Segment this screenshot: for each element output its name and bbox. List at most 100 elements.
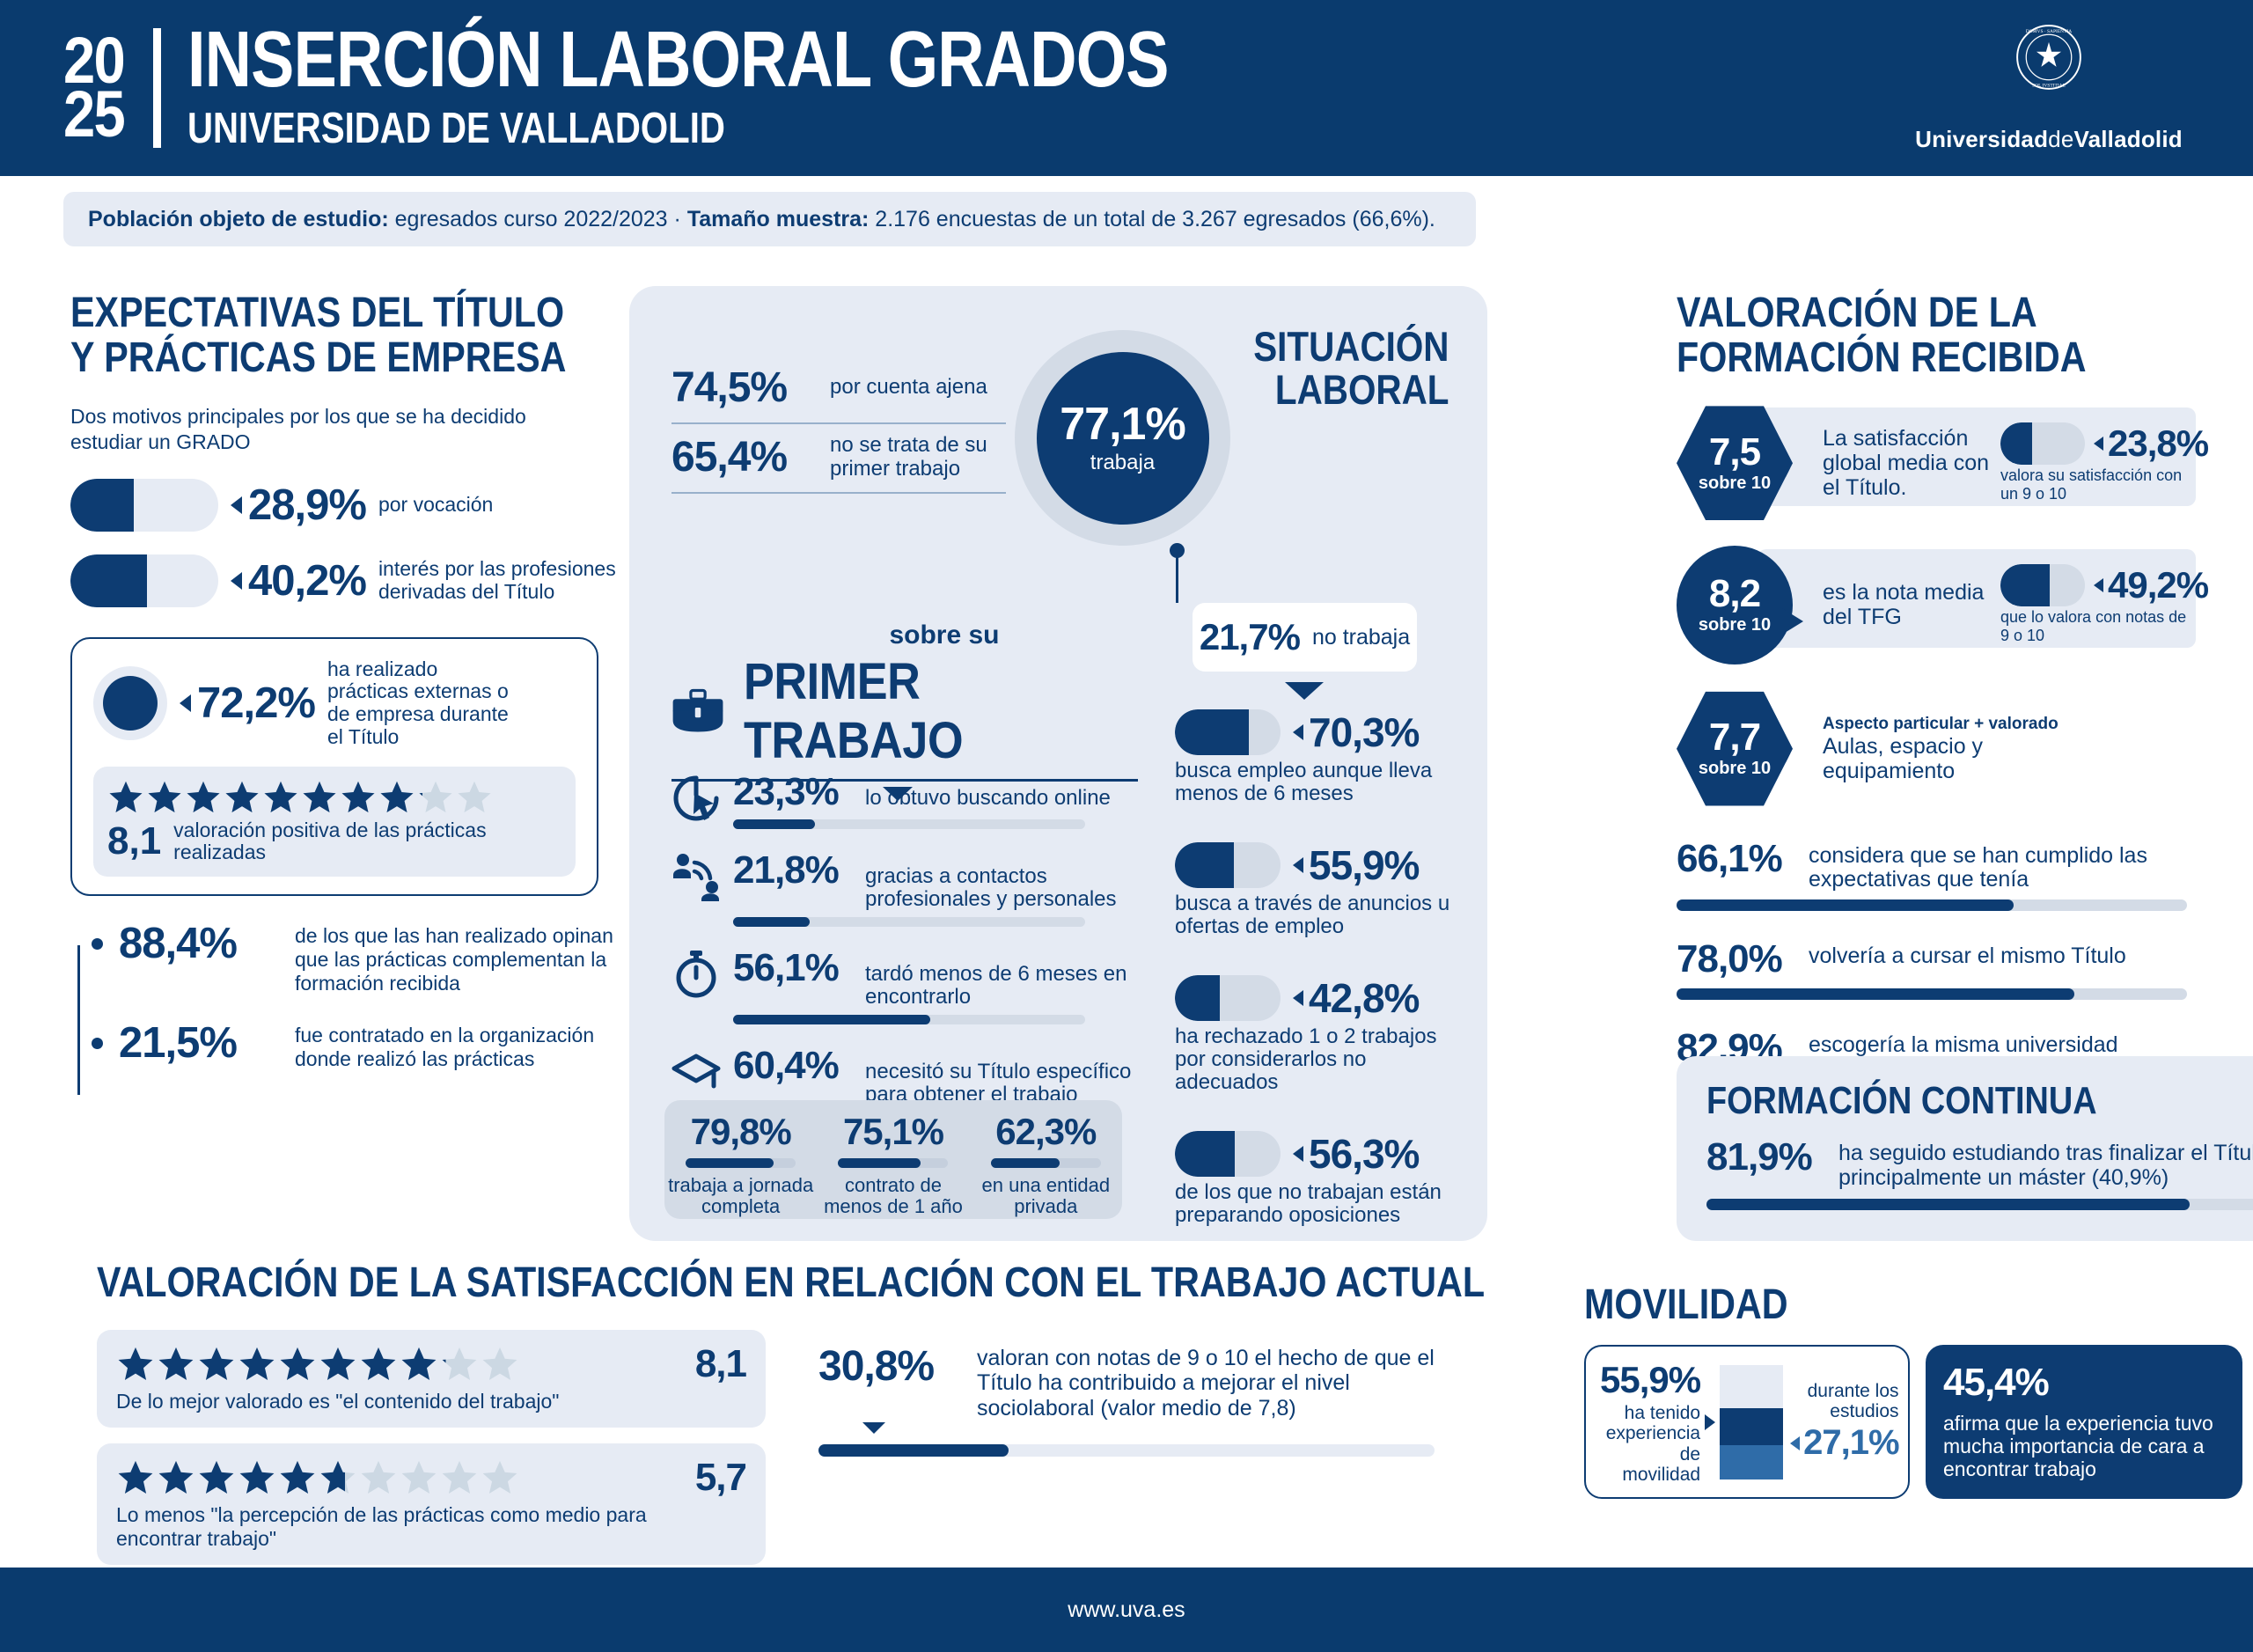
- trabaja-caption: trabaja: [1090, 450, 1156, 474]
- star-icon: [482, 1347, 517, 1380]
- top-stat-1: 74,5% por cuenta ajena: [671, 355, 1006, 424]
- expectativas-heading-line1: EXPECTATIVAS DEL TÍTULO: [70, 290, 565, 336]
- pt-2-bar: [733, 916, 1085, 927]
- header-divider: [153, 28, 162, 148]
- bar-row-2: 78,0% volvería a cursar el mismo Título: [1677, 937, 2196, 1000]
- star-icon: [280, 1347, 315, 1380]
- star-icon: [239, 1347, 275, 1380]
- motive-1-pill: [70, 478, 218, 532]
- caret-left-icon: [2094, 437, 2103, 452]
- star-icon: [158, 1460, 194, 1494]
- caret-right-icon: [1705, 1413, 1716, 1430]
- score-3-over: sobre 10: [1698, 759, 1772, 779]
- valoracion-heading-line1: VALORACIÓN DE LA: [1677, 290, 2037, 336]
- section-expectativas: EXPECTATIVAS DEL TÍTULO Y PRÁCTICAS DE E…: [70, 290, 634, 1096]
- formacion-continua-title: FORMACIÓN CONTINUA: [1706, 1079, 2097, 1122]
- primer-trabajo-triple-stats: 79,8% trabaja a jornada completa 75,1% c…: [664, 1100, 1122, 1219]
- score-1-over: sobre 10: [1698, 473, 1772, 493]
- movilidad-stacked-bar: [1720, 1364, 1784, 1479]
- page-subtitle: UNIVERSIDAD DE VALLADOLID: [187, 104, 726, 152]
- sample-value-1: egresados curso 2022/2023: [394, 206, 668, 231]
- pt-1-bar: [733, 819, 1085, 829]
- satisfaccion-1-score: 8,1: [694, 1342, 747, 1385]
- practicas-pct: 72,2%: [197, 679, 316, 728]
- footer-url[interactable]: www.uva.es: [1068, 1597, 1185, 1622]
- movilidad-right-label: durante los estudios: [1807, 1380, 1899, 1421]
- pt-2-pct: 21,8%: [733, 848, 840, 892]
- top-stat-1-label: por cuenta ajena: [830, 375, 987, 400]
- star-icon: [419, 781, 452, 812]
- practicas-stars: [107, 779, 561, 816]
- triple-2-bar: [838, 1158, 949, 1168]
- star-icon: [199, 1460, 234, 1494]
- rl-1-pill: [1175, 709, 1281, 755]
- rl-4-pct: 56,3%: [1309, 1130, 1420, 1177]
- star-icon: [401, 1347, 437, 1380]
- bar-3-label: escogería la misma universidad: [1809, 1032, 2118, 1057]
- uva-wordmark: UniversidaddeValladolid: [1908, 126, 2190, 153]
- arrow-down-icon: [883, 787, 913, 801]
- svg-text:SOL IVSTITIAE: SOL IVSTITIAE: [2032, 84, 2066, 89]
- practicas-rating-score: 8,1: [107, 819, 162, 863]
- caret-left-icon: [2094, 578, 2103, 593]
- caret-left-icon: [1293, 1145, 1303, 1162]
- highlight-bar: [818, 1443, 1435, 1457]
- triple-1-pct: 79,8%: [690, 1111, 792, 1152]
- rl-4-pill: [1175, 1130, 1281, 1177]
- score-2-pct: 49,2%: [2108, 564, 2209, 606]
- primer-trabajo-kicker: sobre su: [889, 620, 1000, 650]
- formacion-continua-pct: 81,9%: [1706, 1135, 1813, 1178]
- no-trabaja-card: 21,7% no trabaja: [1193, 603, 1417, 672]
- connector-line: [1176, 550, 1178, 603]
- triple-2-label: contrato de menos de 1 año: [824, 1174, 963, 1218]
- formacion-continua-label: ha seguido estudiando tras finalizar el …: [1838, 1141, 2253, 1190]
- triple-1-label: trabaja a jornada completa: [668, 1174, 814, 1218]
- primer-trabajo-header: sobre su PRIMER TRABAJO: [671, 620, 1138, 801]
- section-movilidad: MOVILIDAD 55,9% ha tenido experiencia de…: [1584, 1281, 2253, 1499]
- wordmark-valladolid: Valladolid: [2073, 126, 2183, 152]
- caret-left-icon: [1293, 856, 1303, 873]
- satisfaccion-card-2: 5,7 Lo menos "la percepción de las práct…: [97, 1443, 766, 1565]
- sample-separator: ·: [667, 206, 687, 231]
- triple-3-pct: 62,3%: [995, 1111, 1097, 1152]
- triple-stat-3: 62,3% en una entidad privada: [970, 1100, 1122, 1219]
- expectativas-heading: EXPECTATIVAS DEL TÍTULO Y PRÁCTICAS DE E…: [70, 290, 566, 381]
- rl-1-label: busca empleo aunque lleva menos de 6 mes…: [1175, 759, 1433, 806]
- primer-trabajo-title: PRIMER TRABAJO: [744, 653, 964, 769]
- bar-row-1: 66,1% considera que se han cumplido las …: [1677, 837, 2196, 911]
- branch-1-pct: 88,4%: [119, 920, 238, 968]
- branch-2-pct: 21,5%: [119, 1018, 238, 1067]
- star-icon: [158, 1347, 194, 1380]
- situacion-right-list: 70,3% busca empleo aunque lleva menos de…: [1175, 709, 1465, 1263]
- primer-trabajo-list: 23,3% lo obtuvo buscando online 21,8% gr…: [671, 770, 1138, 1141]
- svg-text:DOMVS · SAPIENTIA: DOMVS · SAPIENTIA: [2026, 29, 2072, 34]
- score-2-pill: [2000, 564, 2085, 607]
- motive-1-label: por vocación: [378, 492, 494, 516]
- bullet-dot-icon: [92, 1037, 103, 1049]
- section-valoracion-formacion: VALORACIÓN DE LA FORMACIÓN RECIBIDA 7,5 …: [1677, 290, 2209, 1089]
- uva-logo: DOMVS · SAPIENTIA SOL IVSTITIAE Universi…: [1908, 23, 2190, 153]
- list-item: 23,3% lo obtuvo buscando online: [671, 770, 1138, 829]
- caret-left-icon: [231, 496, 242, 514]
- pt-3-pct: 56,1%: [733, 945, 840, 989]
- branch-item-2: 21,5% fue contratado en la organización …: [92, 1018, 634, 1071]
- star-icon: [341, 781, 375, 812]
- no-trabaja-label: no trabaja: [1311, 624, 1411, 650]
- stopwatch-icon: [676, 950, 716, 998]
- star-icon: [280, 1460, 315, 1494]
- score-1-pill: [2000, 422, 2085, 466]
- branch-item-1: 88,4% de los que las han realizado opina…: [92, 919, 634, 995]
- practicas-label: ha realizado prácticas externas o de emp…: [327, 657, 509, 748]
- triple-2-pct: 75,1%: [842, 1111, 944, 1152]
- satisfaccion-2-score: 5,7: [694, 1455, 747, 1499]
- section-satisfaccion-trabajo: VALORACIÓN DE LA SATISFACCIÓN EN RELACIÓ…: [97, 1259, 1485, 1581]
- movilidad-blue-label: afirma que la experiencia tuvo mucha imp…: [1943, 1412, 2213, 1480]
- pt-1-label: lo obtuvo buscando online: [865, 786, 1111, 810]
- year-top: 20: [63, 24, 126, 98]
- trabaja-pct: 77,1%: [1060, 398, 1185, 450]
- motive-row-2: 40,2% interés por las profesiones deriva…: [70, 554, 634, 607]
- bar-1-bar: [1677, 899, 2187, 911]
- movilidad-card-blue: 45,4% afirma que la experiencia tuvo muc…: [1926, 1345, 2242, 1499]
- rl-3-label: ha rechazado 1 o 2 trabajos por consider…: [1175, 1024, 1437, 1095]
- list-item: 56,3% de los que no trabajan están prepa…: [1175, 1130, 1465, 1228]
